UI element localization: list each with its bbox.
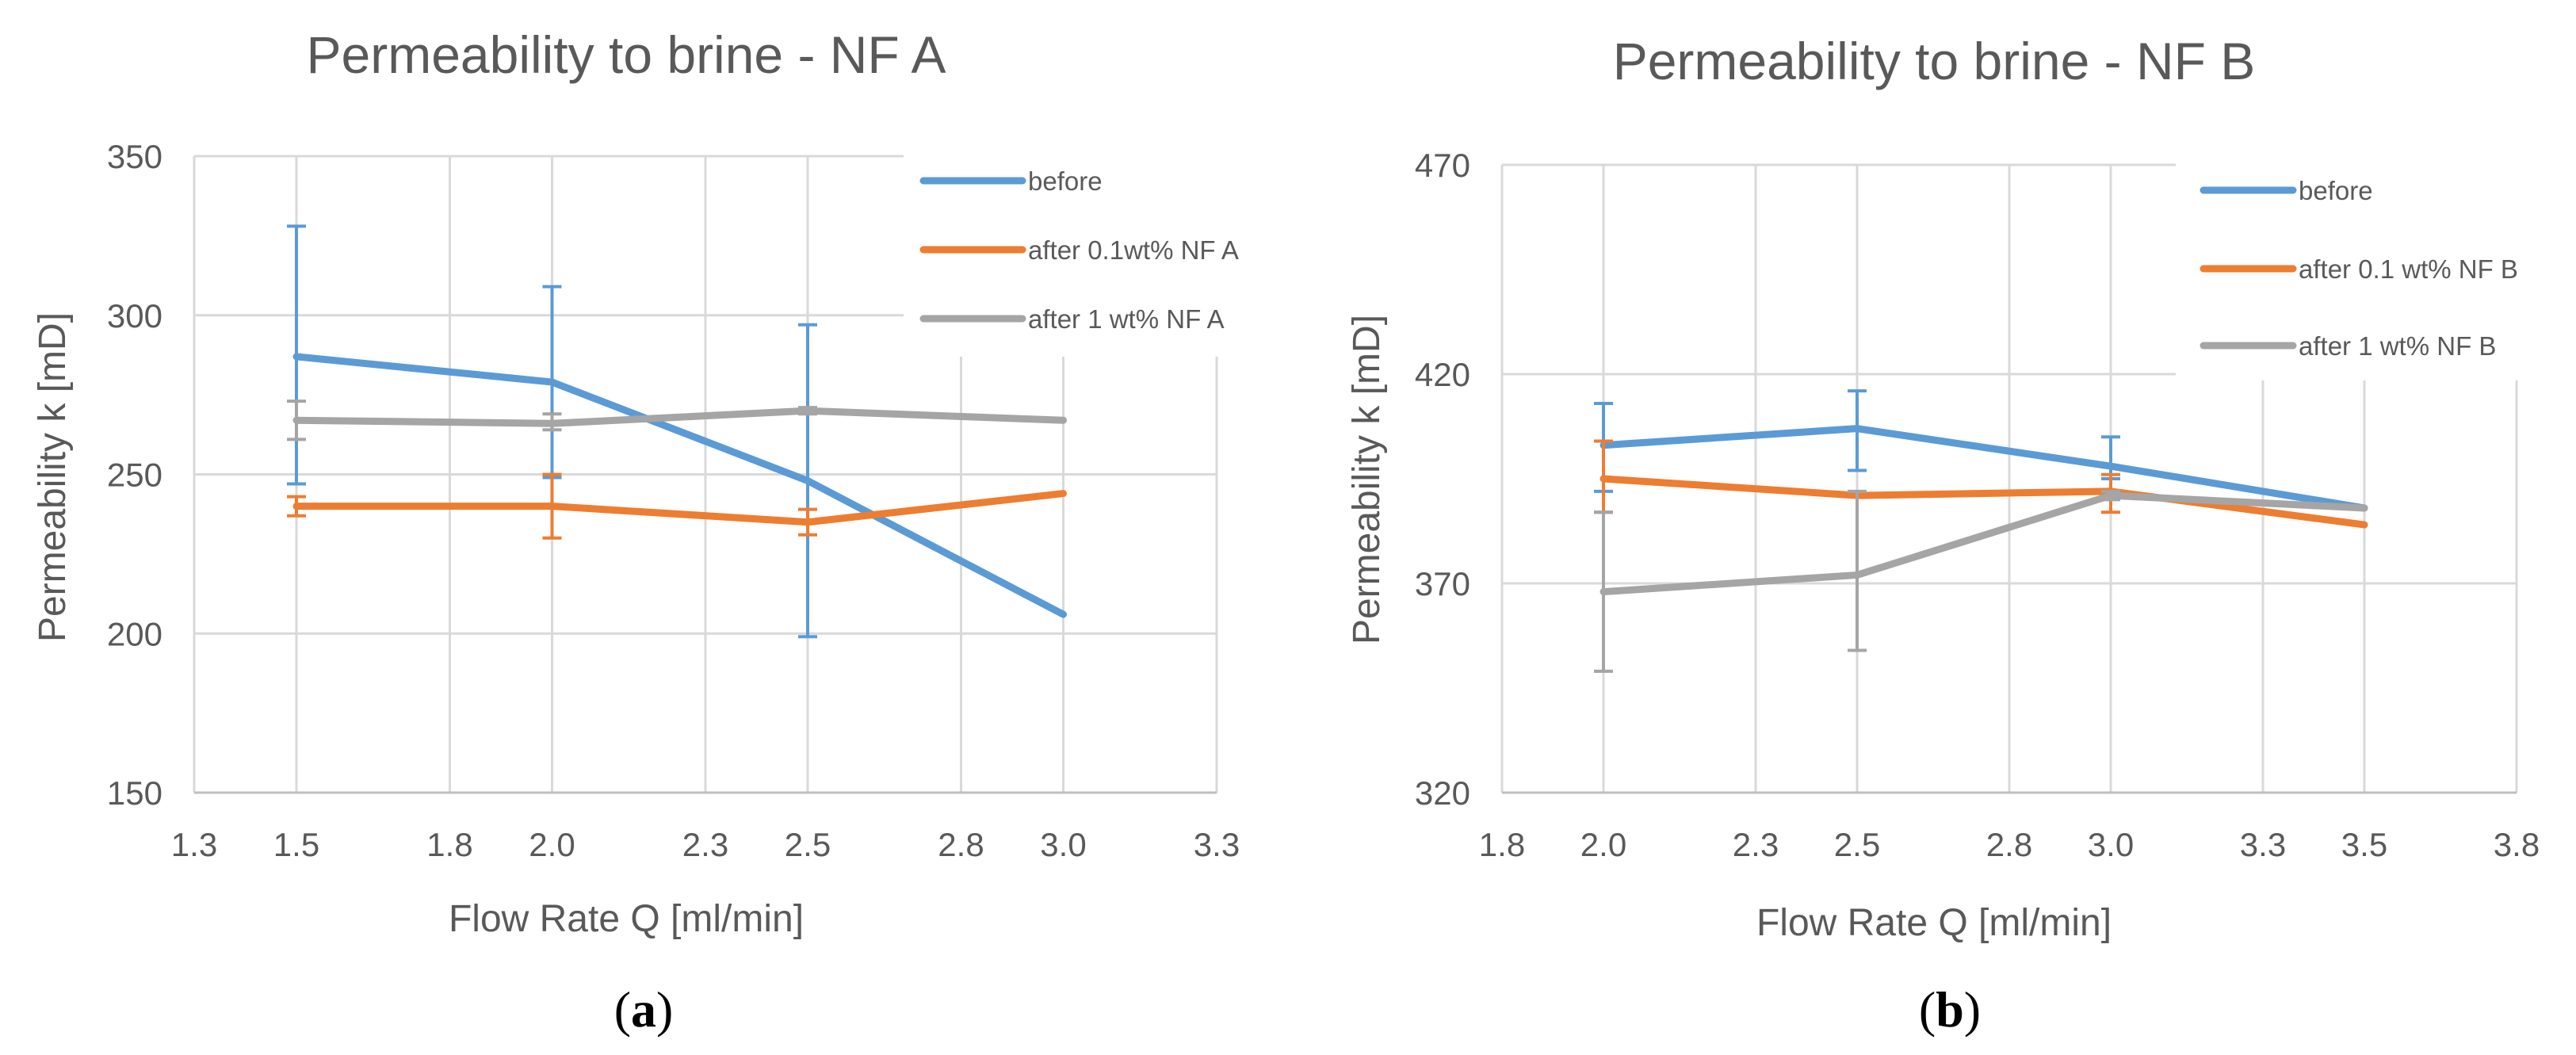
chart-a-x-tick-label: 1.8 (426, 826, 472, 863)
chart-a-x-tick-label: 2.0 (529, 826, 575, 863)
chart-a-after-low-series-line (292, 490, 1067, 526)
panel-a-label-letter: a (631, 981, 656, 1038)
chart-a-y-tick-label: 300 (107, 297, 162, 334)
panel-b-label: (b) (1919, 981, 1981, 1038)
chart-b-y-tick-label: 470 (1415, 147, 1470, 184)
legend-a-after-low-label: after 0.1wt% NF A (1028, 235, 1239, 265)
chart-a-x-tick-label: 3.3 (1194, 826, 1240, 863)
chart-b-series (1594, 389, 2368, 673)
panel-a-label-close: ) (656, 981, 673, 1038)
chart-b-x-tick-label: 2.0 (1580, 826, 1626, 863)
legend-b-after-high-label: after 1 wt% NF B (2299, 331, 2496, 361)
chart-b-after-low-series-line (1599, 475, 2368, 529)
chart-a-x-tick-label: 3.0 (1040, 826, 1086, 863)
chart-b-y-axis-label: Permeability k [mD] (1346, 315, 1388, 644)
panel-b-label-close: ) (1964, 981, 1981, 1038)
chart-b-x-tick-label: 2.5 (1834, 826, 1880, 863)
chart-b-title: Permeability to brine - NF B (1613, 32, 2256, 90)
chart-b-after-high-series-line (1599, 491, 2368, 596)
chart-b-before-series-line (1599, 425, 2368, 512)
panel-b-label-letter: b (1936, 981, 1964, 1038)
chart-a-axes: 1.3 1.5 1.8 2.0 2.3 2.5 2.8 3.0 3.3 150 200 250 300 3… (107, 138, 1240, 863)
legend-b-after-low-label: after 0.1 wt% NF B (2299, 254, 2518, 284)
chart-b-y-tick-label: 370 (1415, 565, 1470, 602)
chart-b-axes: 1.8 2.0 2.3 2.5 2.8 3.0 3.3 3.5 3.8 320 370 420 470 (1415, 147, 2540, 863)
chart-a-y-tick-label: 200 (107, 615, 162, 652)
chart-a-x-tick-label: 2.3 (682, 826, 728, 863)
chart-b-x-tick-label: 3.8 (2494, 826, 2540, 863)
chart-a-x-axis-label: Flow Rate Q [ml/min] (449, 898, 804, 940)
chart-a-legend: before after 0.1wt% NF A after 1 wt% NF … (904, 147, 1308, 357)
chart-panel-b: Permeability to brine - NF B 1.8 2.0 2.3 2.… (1346, 32, 2564, 1038)
chart-a-before-series-line (292, 353, 1067, 618)
panel-a-label-open: ( (614, 981, 631, 1038)
chart-b-x-tick-label: 3.0 (2088, 826, 2134, 863)
legend-a-after-high-label: after 1 wt% NF A (1028, 304, 1225, 334)
chart-a-x-tick-label: 2.8 (938, 826, 984, 863)
chart-b-legend: before after 0.1 wt% NF B after 1 wt% NF… (2176, 155, 2564, 380)
panel-b-label-open: ( (1919, 981, 1936, 1038)
chart-a-y-tick-label: 150 (107, 774, 162, 812)
chart-b-y-tick-label: 420 (1415, 356, 1470, 393)
chart-a-title: Permeability to brine - NF A (307, 25, 946, 84)
chart-b-x-tick-label: 2.8 (1986, 826, 2032, 863)
chart-b-y-tick-label: 320 (1415, 774, 1470, 812)
chart-a-after-high-series-line (292, 407, 1067, 427)
chart-a-y-tick-label: 350 (107, 138, 162, 175)
chart-a-y-tick-label: 250 (107, 457, 162, 494)
chart-b-x-tick-label: 3.5 (2341, 826, 2387, 863)
chart-panel-a: Permeability to brine - NF A 1.3 1.5 1.8 2.… (32, 25, 1308, 1038)
chart-b-x-tick-label: 2.3 (1733, 826, 1779, 863)
chart-a-x-tick-label: 1.5 (273, 826, 319, 863)
chart-a-x-tick-label: 1.3 (171, 826, 217, 863)
chart-b-x-axis-label: Flow Rate Q [ml/min] (1756, 902, 2112, 944)
legend-a-before-label: before (1028, 166, 1103, 196)
panel-a-label: (a) (614, 981, 674, 1038)
chart-b-x-tick-label: 1.8 (1479, 826, 1525, 863)
legend-b-before-label: before (2299, 176, 2373, 205)
chart-b-x-tick-label: 3.3 (2240, 826, 2286, 863)
chart-a-y-axis-label: Permeability k [mD] (32, 312, 74, 642)
chart-a-x-tick-label: 2.5 (785, 826, 831, 863)
chart-a-series (287, 224, 1067, 639)
